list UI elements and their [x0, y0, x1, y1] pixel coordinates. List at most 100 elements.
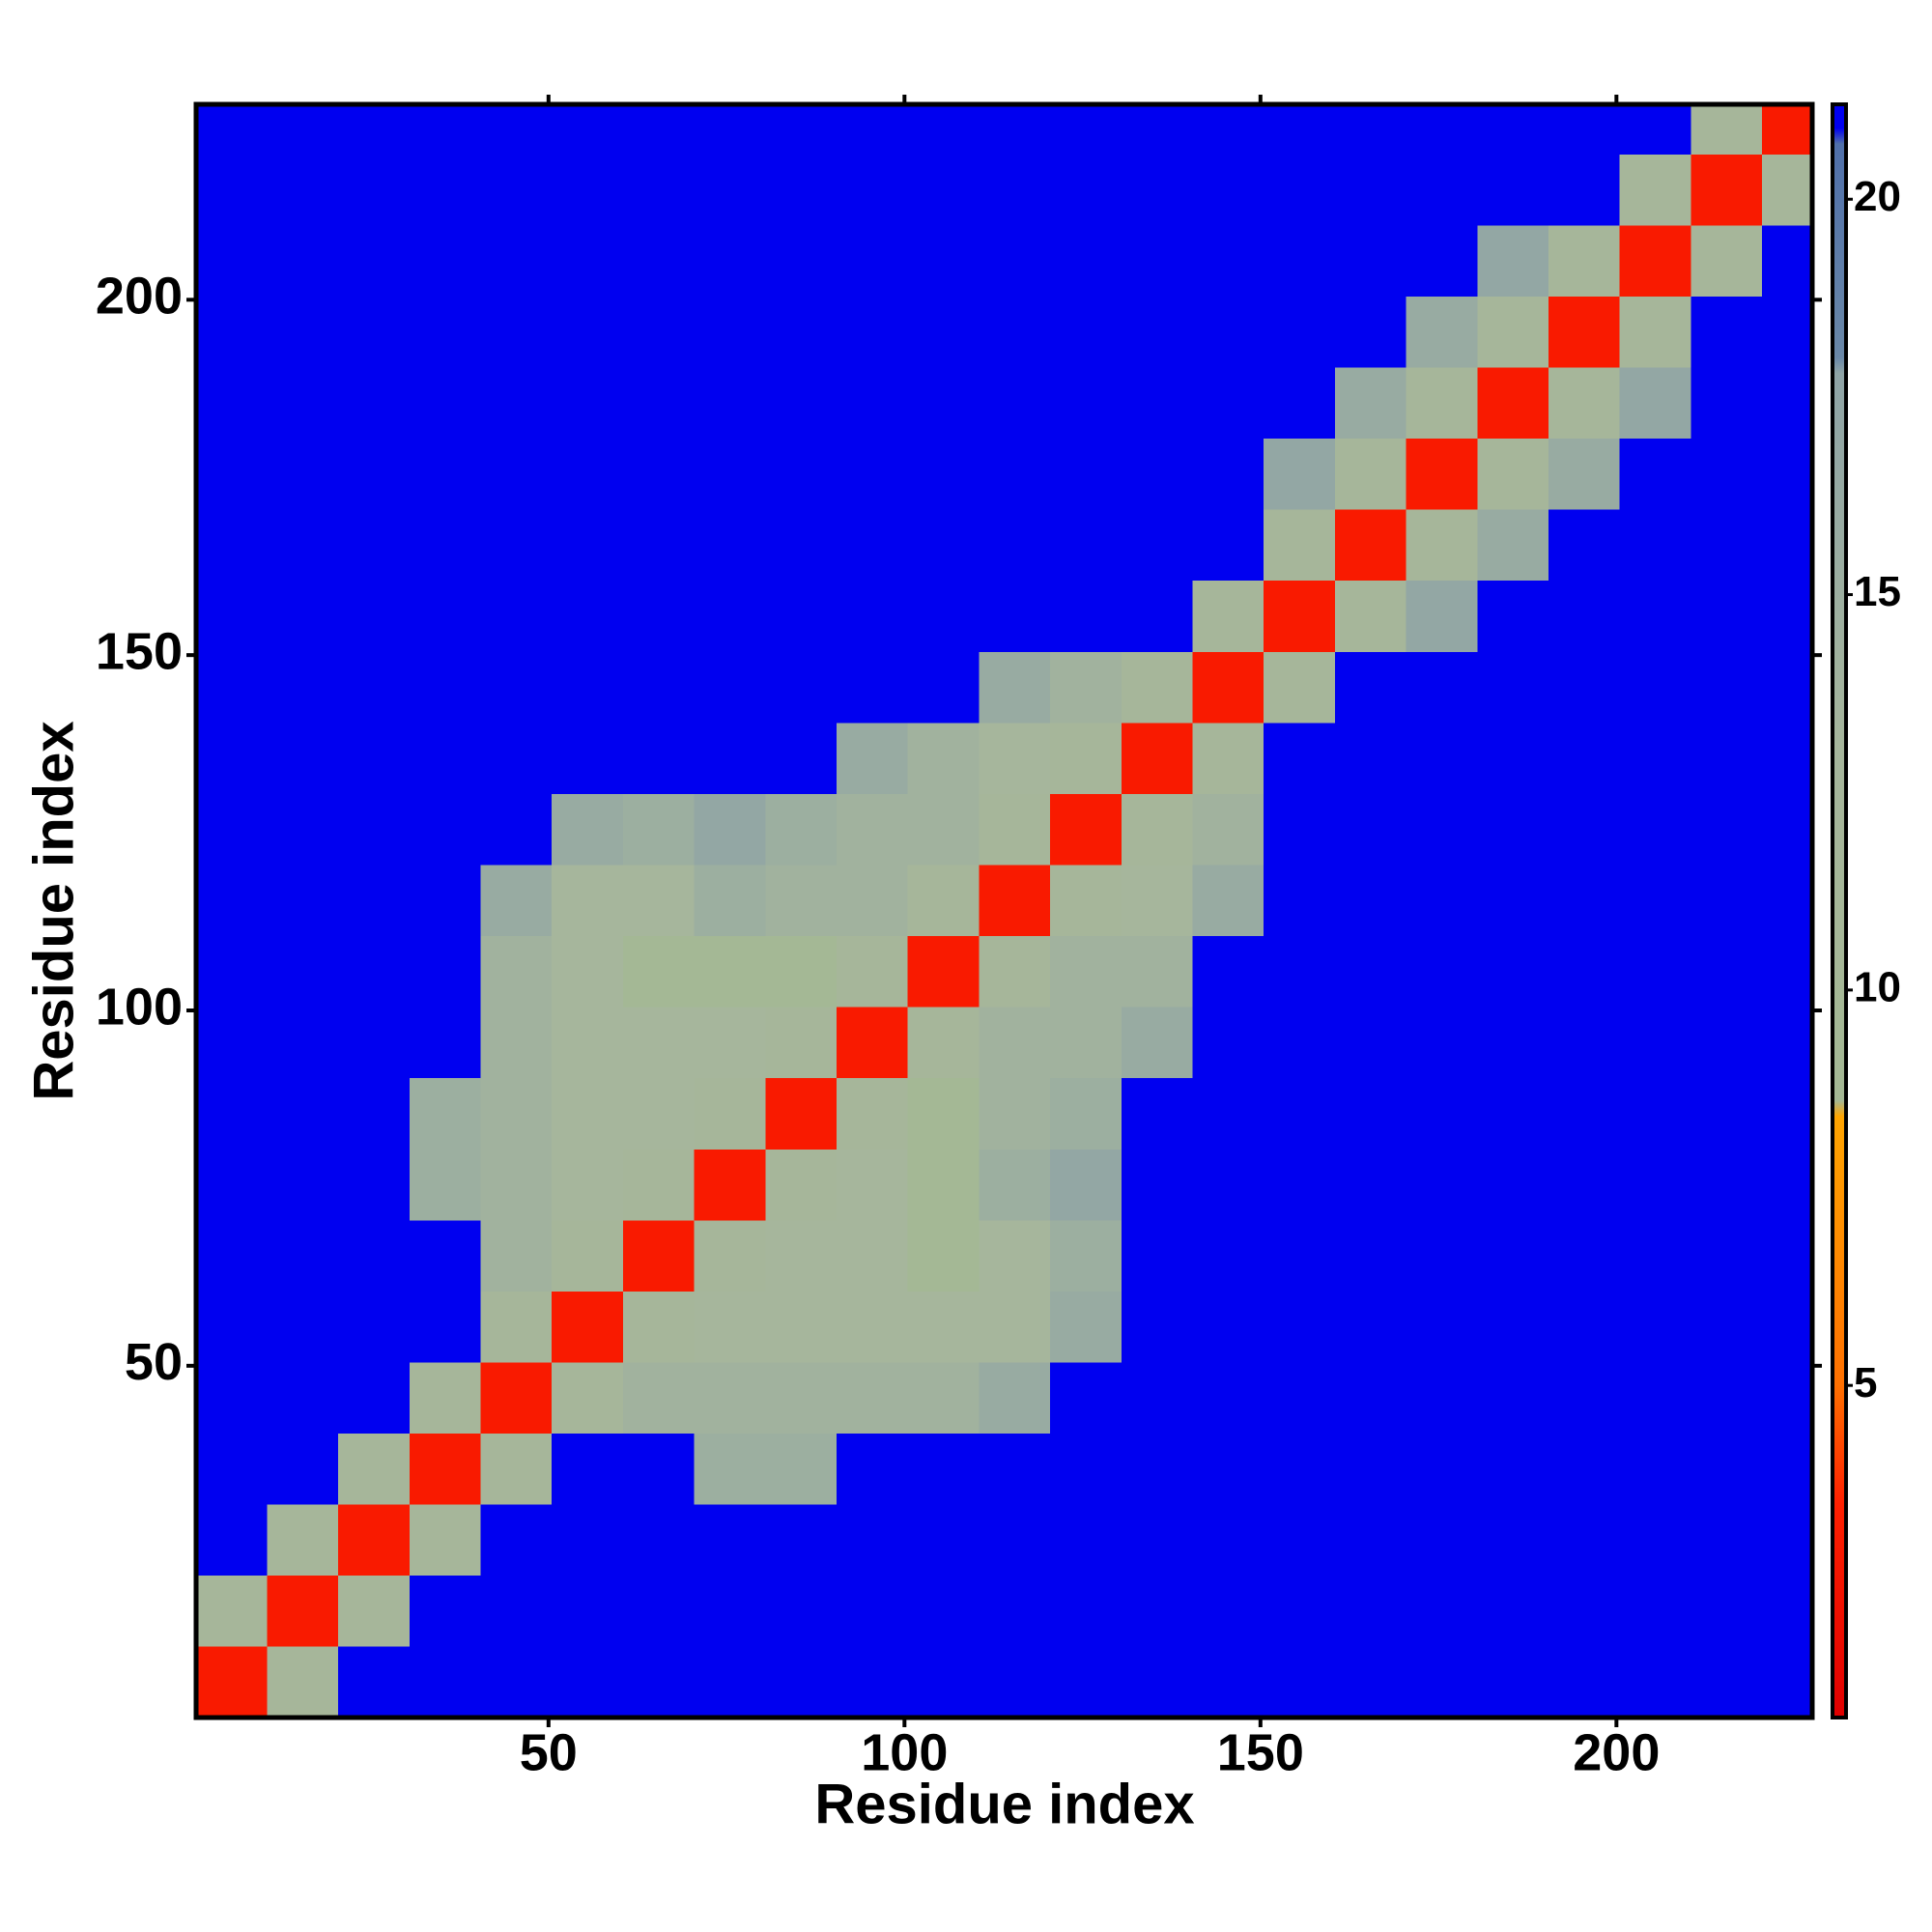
heatmap-cell [552, 103, 624, 155]
heatmap-cell [338, 722, 411, 794]
heatmap-cell [694, 1503, 766, 1577]
heatmap-cell [765, 1646, 838, 1719]
heatmap-cell [979, 1291, 1051, 1363]
heatmap-cell [837, 103, 909, 155]
heatmap-cell [837, 651, 909, 724]
heatmap-cell [1334, 935, 1407, 1008]
y-tick-label: 200 [96, 268, 183, 326]
heatmap-cell [694, 509, 766, 582]
heatmap-cell [765, 438, 838, 510]
heatmap-cell [267, 793, 339, 866]
heatmap-cell [907, 1149, 980, 1221]
heatmap-cell [1477, 580, 1549, 652]
heatmap-cell [1334, 154, 1407, 226]
heatmap-cell [1121, 509, 1194, 582]
heatmap-cell [979, 1361, 1051, 1435]
heatmap-cell [979, 1503, 1051, 1577]
heatmap-cell [1406, 366, 1478, 440]
heatmap-cell [267, 1007, 339, 1079]
heatmap-cell [480, 864, 553, 937]
heatmap-cell [195, 1291, 269, 1363]
heatmap-cell [1192, 1503, 1264, 1577]
heatmap-cell [1050, 651, 1122, 724]
heatmap-cell [1762, 438, 1813, 510]
heatmap-cell [480, 154, 553, 226]
heatmap-cell [1406, 1503, 1478, 1577]
heatmap-cell [1121, 864, 1194, 937]
heatmap-cell [1619, 580, 1692, 652]
heatmap-cell [694, 793, 766, 866]
heatmap-cell [907, 651, 980, 724]
heatmap-cell [1192, 224, 1264, 297]
heatmap-cell [765, 509, 838, 582]
heatmap-cell [1264, 1433, 1336, 1505]
heatmap-cell [1548, 793, 1621, 866]
heatmap-cell [1334, 1361, 1407, 1435]
heatmap-cell [1406, 793, 1478, 866]
heatmap-cell [907, 366, 980, 440]
heatmap-cell [409, 793, 482, 866]
heatmap-cell [1762, 1007, 1813, 1079]
heatmap-cell [267, 509, 339, 582]
heatmap-cell [694, 154, 766, 226]
colorbar [1831, 102, 1848, 1719]
heatmap-cell [837, 1291, 909, 1363]
heatmap-cell [765, 1149, 838, 1221]
heatmap-cell [338, 1077, 411, 1150]
heatmap-cell [195, 935, 269, 1008]
heatmap-cell [1264, 103, 1336, 155]
heatmap-cell [1762, 509, 1813, 582]
heatmap-cell [195, 1433, 269, 1505]
heatmap-cell [1121, 1433, 1194, 1505]
heatmap-cell [552, 154, 624, 226]
heatmap-cell [1762, 1646, 1813, 1719]
heatmap-cell [267, 1503, 339, 1577]
heatmap-cell [979, 1149, 1051, 1221]
heatmap-cell [694, 1149, 766, 1221]
heatmap-cell [1619, 722, 1692, 794]
heatmap-cell [1050, 864, 1122, 937]
heatmap-cell [622, 722, 696, 794]
heatmap-cell [1264, 438, 1336, 510]
heatmap-cell [907, 1361, 980, 1435]
heatmap-cell [338, 1646, 411, 1719]
heatmap-cell [409, 1575, 482, 1647]
heatmap-cell [267, 935, 339, 1008]
heatmap-cell [480, 1646, 553, 1719]
heatmap-cell [979, 154, 1051, 226]
heatmap-cell [1619, 1646, 1692, 1719]
heatmap-cell [1050, 793, 1122, 866]
heatmap-cell [1121, 651, 1194, 724]
heatmap-cell [338, 1149, 411, 1221]
heatmap-cell [1548, 651, 1621, 724]
heatmap-cell [480, 438, 553, 510]
heatmap-cell [552, 438, 624, 510]
heatmap-cell [409, 154, 482, 226]
heatmap-cell [1762, 793, 1813, 866]
heatmap-cell [622, 1433, 696, 1505]
heatmap-cell [552, 935, 624, 1008]
heatmap-cell [267, 1149, 339, 1221]
heatmap-cell [267, 154, 339, 226]
colorbar-tick-label: 5 [1854, 1359, 1877, 1406]
heatmap-cell [1762, 1291, 1813, 1363]
heatmap-cell [694, 935, 766, 1008]
heatmap-cell [1762, 296, 1813, 368]
heatmap-cell [622, 224, 696, 297]
heatmap-cell [765, 1503, 838, 1577]
heatmap-cell [338, 1291, 411, 1363]
heatmap-cell [1477, 366, 1549, 440]
heatmap-cell [195, 509, 269, 582]
heatmap-cell [979, 651, 1051, 724]
heatmap-cell [1264, 1291, 1336, 1363]
heatmap-cell [552, 864, 624, 937]
heatmap-cell [480, 651, 553, 724]
heatmap-cell [979, 1077, 1051, 1150]
heatmap-cell [338, 296, 411, 368]
heatmap-cell [1334, 1219, 1407, 1292]
heatmap-cell [1264, 1646, 1336, 1719]
heatmap-cell [622, 1361, 696, 1435]
heatmap-cell [1192, 366, 1264, 440]
heatmap-cell [1264, 651, 1336, 724]
heatmap-cell [267, 1646, 339, 1719]
